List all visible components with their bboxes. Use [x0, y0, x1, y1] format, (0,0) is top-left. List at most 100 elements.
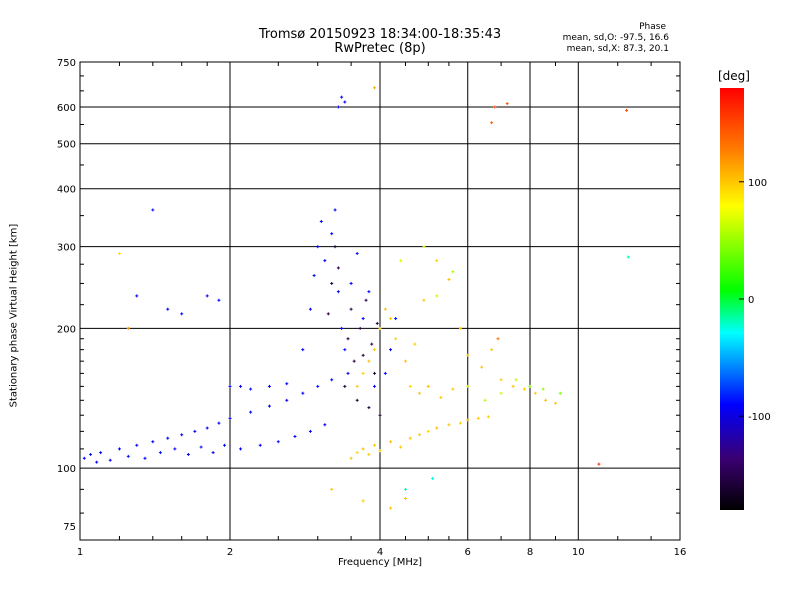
data-point: [319, 219, 323, 223]
data-point: [476, 416, 480, 420]
data-point: [361, 317, 365, 321]
data-point: [514, 378, 518, 382]
data-point: [439, 395, 443, 399]
data-point: [361, 371, 365, 375]
data-point: [223, 443, 227, 447]
x-tick-label: 8: [527, 547, 533, 558]
data-point: [312, 274, 316, 278]
data-point: [333, 208, 337, 212]
data-point: [199, 445, 203, 449]
data-point: [373, 443, 377, 447]
data-point: [89, 452, 93, 456]
data-point: [383, 371, 387, 375]
data-point: [426, 384, 430, 388]
data-point: [373, 348, 377, 352]
data-point: [435, 294, 439, 298]
data-point: [108, 458, 112, 462]
grid-lines: [80, 62, 680, 540]
data-point: [343, 384, 347, 388]
data-point: [399, 259, 403, 263]
data-point: [544, 398, 548, 402]
data-point: [267, 404, 271, 408]
data-point: [228, 416, 232, 420]
axis-ticks: 1 2 4 6 8 10 16 75 100 200 300 400 500 600 750: [57, 58, 686, 558]
data-point: [355, 252, 359, 256]
data-point: [361, 499, 365, 503]
data-point: [523, 387, 527, 391]
data-point: [193, 429, 197, 433]
y-tick-label: 750: [57, 58, 76, 69]
data-point: [373, 384, 377, 388]
data-point: [293, 434, 297, 438]
data-point: [403, 497, 407, 501]
colorbar-tick-label: 100: [748, 178, 767, 189]
data-point: [483, 398, 487, 402]
data-point: [336, 105, 340, 109]
stats-heading: Phase: [639, 22, 666, 32]
chart-subtitle: RwPretec (8p): [334, 41, 426, 56]
data-point: [308, 307, 312, 311]
data-point: [435, 259, 439, 263]
data-point: [553, 401, 557, 405]
data-point: [239, 384, 243, 388]
data-point: [355, 384, 359, 388]
data-point: [458, 421, 462, 425]
data-point: [378, 326, 382, 330]
data-point: [389, 506, 393, 510]
y-tick-label: 400: [57, 185, 76, 196]
data-point: [541, 387, 545, 391]
data-point: [389, 317, 393, 321]
data-point: [499, 378, 503, 382]
data-point: [417, 433, 421, 437]
colorbar-tick-label: -100: [748, 412, 771, 423]
data-point: [333, 245, 337, 249]
data-point: [173, 447, 177, 451]
data-point: [451, 387, 455, 391]
data-point: [389, 440, 393, 444]
data-point: [211, 451, 215, 455]
data-point: [258, 443, 262, 447]
data-point: [426, 429, 430, 433]
data-point: [326, 312, 330, 316]
data-point: [166, 307, 170, 311]
data-point: [117, 447, 121, 451]
data-point: [340, 326, 344, 330]
data-point: [408, 436, 412, 440]
data-points: [82, 86, 630, 510]
x-axis-label: Frequency [MHz]: [337, 557, 423, 568]
data-point: [349, 281, 353, 285]
x-tick-label: 6: [465, 547, 471, 558]
data-point: [346, 337, 350, 341]
data-point: [117, 252, 121, 256]
data-point: [323, 423, 327, 427]
data-point: [367, 359, 371, 363]
data-point: [126, 454, 130, 458]
data-point: [180, 312, 184, 316]
data-point: [375, 321, 379, 325]
data-point: [361, 447, 365, 451]
data-point: [205, 294, 209, 298]
data-point: [533, 391, 537, 395]
data-point: [349, 456, 353, 460]
data-point: [499, 391, 503, 395]
data-point: [447, 277, 451, 281]
data-point: [323, 259, 327, 263]
data-point: [367, 406, 371, 410]
data-point: [370, 342, 374, 346]
data-point: [330, 281, 334, 285]
data-point: [493, 105, 497, 109]
data-point: [151, 440, 155, 444]
data-point: [352, 359, 356, 363]
data-point: [383, 307, 387, 311]
data-point: [343, 100, 347, 104]
data-point: [373, 86, 377, 90]
data-point: [330, 487, 334, 491]
data-point: [239, 447, 243, 451]
data-point: [458, 326, 462, 330]
data-point: [151, 208, 155, 212]
x-tick-label: 10: [572, 547, 585, 558]
data-point: [422, 245, 426, 249]
data-point: [330, 232, 334, 236]
data-point: [249, 410, 253, 414]
colorbar-unit: [deg]: [718, 69, 750, 83]
